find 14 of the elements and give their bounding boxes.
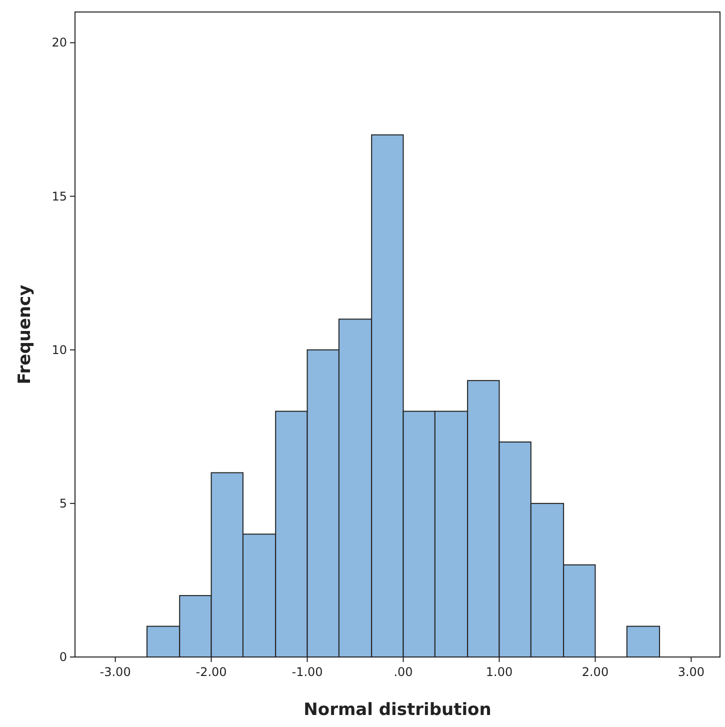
y-tick-label: 20	[52, 36, 67, 50]
x-tick-label: 1.00	[486, 665, 513, 679]
x-tick-label: -1.00	[292, 665, 323, 679]
x-tick-label: 2.00	[582, 665, 609, 679]
y-tick-label: 10	[52, 342, 67, 357]
x-tick-label: -3.00	[100, 665, 131, 679]
x-axis-title: Normal distribution	[304, 700, 492, 720]
x-tick-label: 3.00	[678, 665, 705, 679]
y-tick-label: 0	[59, 650, 67, 664]
x-tick-label: .00	[394, 665, 413, 679]
y-axis-title: Frequency	[15, 284, 35, 384]
x-tick-label: -2.00	[196, 665, 227, 679]
y-tick-label: 15	[52, 189, 67, 204]
y-tick-label: 5	[59, 496, 67, 510]
